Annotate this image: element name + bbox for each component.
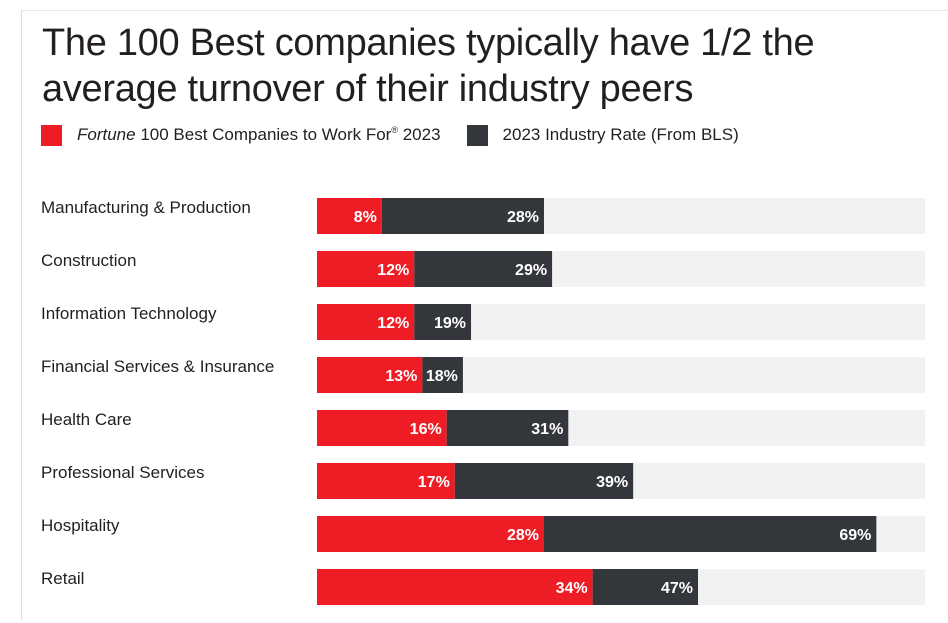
category-label: Construction [41, 251, 136, 270]
category-label: Information Technology [41, 304, 217, 323]
data-label-best: 12% [377, 262, 409, 279]
bar-industry [414, 304, 472, 340]
data-label-industry: 29% [515, 262, 547, 279]
bar-industry [422, 357, 463, 393]
data-label-best: 8% [354, 209, 377, 226]
legend-swatch-industry [466, 124, 488, 146]
frame-top-rule [21, 10, 948, 11]
bar-industry [381, 198, 544, 234]
chart-title: The 100 Best companies typically have 1/… [42, 22, 815, 110]
bar-best [317, 251, 415, 287]
bar-best [317, 463, 455, 499]
legend-label-best-text: 100 Best Companies to Work For [135, 125, 392, 144]
data-label-industry: 31% [531, 421, 563, 438]
legend-label-best-italic: Fortune [77, 125, 136, 144]
bar-best [317, 304, 415, 340]
bar-industry [543, 516, 877, 552]
legend-label-best-year: 2023 [397, 125, 441, 144]
bar-industry [592, 569, 699, 605]
bar-best [317, 569, 593, 605]
category-label: Health Care [41, 410, 132, 429]
legend-label-best: Fortune 100 Best Companies to Work For® … [77, 125, 441, 145]
legend-label-best-mark: ® [391, 125, 398, 135]
data-label-best: 12% [377, 315, 409, 332]
legend-swatch-best [41, 124, 62, 146]
bar-best [317, 198, 382, 234]
category-label: Retail [41, 569, 84, 588]
bar-industry [446, 410, 569, 446]
category-label: Financial Services & Insurance [41, 357, 274, 376]
data-label-industry: 19% [434, 315, 466, 332]
legend-item-best: Fortune 100 Best Companies to Work For® … [41, 124, 441, 146]
category-label: Hospitality [41, 516, 120, 535]
data-label-industry: 69% [839, 527, 871, 544]
data-label-best: 17% [418, 474, 450, 491]
data-label-best: 13% [385, 368, 417, 385]
category-label: Manufacturing & Production [41, 198, 251, 217]
bar-best [317, 410, 447, 446]
bar-best [317, 357, 423, 393]
data-label-best: 28% [507, 527, 539, 544]
data-label-best: 16% [410, 421, 442, 438]
data-label-industry: 28% [507, 209, 539, 226]
category-label: Professional Services [41, 463, 204, 482]
bar-industry [414, 251, 553, 287]
bar-industry [454, 463, 634, 499]
data-label-industry: 47% [661, 580, 693, 597]
legend: Fortune 100 Best Companies to Work For® … [41, 124, 739, 146]
data-label-industry: 39% [596, 474, 628, 491]
legend-item-industry: 2023 Industry Rate (From BLS) [466, 124, 739, 146]
frame-left-rule [21, 10, 22, 620]
bar-best [317, 516, 544, 552]
data-label-industry: 18% [426, 368, 458, 385]
legend-label-industry: 2023 Industry Rate (From BLS) [502, 125, 739, 144]
data-label-best: 34% [556, 580, 588, 597]
